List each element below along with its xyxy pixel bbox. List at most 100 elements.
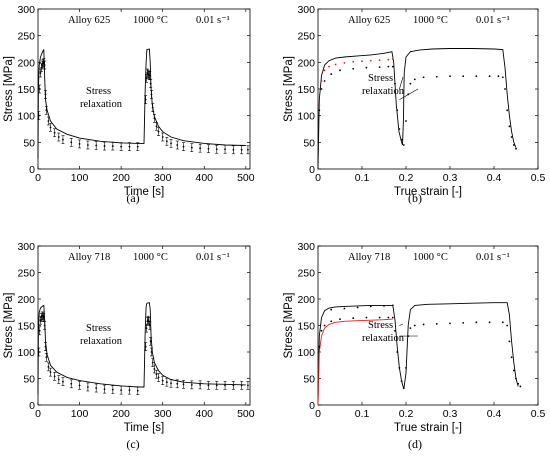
data-point: [182, 145, 185, 148]
panel-d: 0 50 100 150 200 250 300 0 0.1 0.2 0.3 0.4 0.5 True s…: [283, 241, 545, 451]
data-point: [396, 109, 399, 112]
data-point: [323, 324, 326, 327]
data-point: [42, 61, 45, 64]
data-point: [190, 383, 193, 386]
series-line: [37, 48, 246, 159]
data-point: [95, 387, 98, 389]
data-point: [165, 140, 168, 143]
data-point: [318, 109, 321, 112]
x-tick-label: 200: [112, 408, 130, 420]
data-point: [78, 143, 81, 145]
y-tick-label: 100: [297, 111, 315, 123]
data-point: [391, 58, 394, 61]
data-point: [352, 60, 355, 63]
data-point: [43, 64, 46, 66]
panel-label: (a): [126, 191, 139, 205]
data-point: [128, 389, 131, 392]
data-point: [103, 145, 106, 147]
annotation-note: relaxation: [362, 333, 405, 344]
annotation-strain-rate: 0.01 s⁻¹: [476, 252, 510, 263]
data-point: [508, 125, 511, 128]
data-point: [232, 384, 235, 387]
data-point: [422, 76, 425, 79]
data-point: [413, 324, 416, 327]
data-point: [170, 382, 172, 385]
data-point: [391, 65, 394, 68]
y-tick-label: 250: [297, 268, 315, 280]
data-point: [247, 148, 249, 151]
data-point: [120, 145, 123, 148]
data-point: [165, 381, 168, 384]
y-tick-label: 150: [17, 321, 35, 333]
annotation-note: Stress: [86, 323, 111, 334]
data-point: [136, 389, 139, 392]
data-point: [153, 368, 156, 370]
y-tick-label: 50: [23, 374, 35, 386]
data-point: [501, 76, 504, 79]
data-point: [224, 148, 226, 151]
data-point: [510, 136, 513, 138]
annotation-note: Stress: [86, 86, 111, 97]
data-point: [45, 109, 48, 112]
data-point: [240, 384, 243, 387]
series-line: [37, 302, 246, 395]
data-point: [497, 75, 500, 78]
data-point: [70, 382, 73, 385]
data-point: [407, 335, 410, 337]
x-tick-label: 0.4: [487, 172, 502, 184]
data-point: [407, 93, 410, 96]
data-point: [224, 384, 226, 387]
data-point: [150, 351, 153, 353]
data-point: [70, 141, 73, 144]
plot-frame: [317, 245, 539, 406]
data-point: [352, 317, 355, 319]
data-point: [199, 147, 202, 150]
y-tick-label: 50: [23, 137, 35, 149]
panel-label: (d): [408, 437, 422, 451]
data-point: [148, 324, 151, 327]
annotation-note: Stress: [368, 320, 393, 331]
x-tick-label: 0.3: [443, 408, 458, 420]
data-point: [515, 147, 517, 150]
data-point: [215, 148, 218, 151]
x-tick-label: 300: [154, 408, 172, 420]
data-point: [339, 318, 341, 321]
x-axis-label: Time [s]: [124, 422, 164, 434]
x-tick-label: 0: [35, 408, 41, 420]
data-point: [49, 371, 52, 374]
annotation-strain-rate: 0.01 s⁻¹: [196, 252, 230, 263]
data-point: [136, 145, 139, 148]
data-point: [323, 69, 326, 72]
annotation-note: relaxation: [362, 86, 405, 97]
y-tick-label: 250: [17, 31, 35, 43]
x-tick-label: 0.2: [399, 408, 414, 420]
x-tick-label: 0.5: [531, 172, 546, 184]
data-point: [176, 144, 179, 146]
x-tick-label: 500: [237, 408, 255, 420]
data-point: [103, 388, 106, 390]
annotation-arrow: [399, 76, 404, 90]
data-point: [190, 146, 193, 149]
x-axis-label: Time [s]: [124, 186, 164, 198]
data-point: [394, 329, 396, 332]
y-tick-label: 300: [297, 241, 315, 253]
data-point: [78, 384, 81, 387]
y-axis-label: Stress [MPa]: [3, 293, 15, 359]
data-point: [462, 75, 465, 78]
x-tick-label: 0: [315, 408, 321, 420]
data-point: [43, 324, 46, 327]
data-point: [422, 323, 425, 326]
data-point: [449, 75, 451, 78]
annotation-temperature: 1000 °C: [413, 15, 448, 26]
data-point: [515, 377, 517, 380]
data-point: [145, 327, 148, 330]
data-point: [128, 145, 131, 148]
x-tick-label: 400: [196, 172, 214, 184]
data-point: [320, 80, 323, 82]
data-point: [320, 88, 323, 90]
data-point: [37, 351, 40, 353]
data-point: [504, 88, 506, 90]
data-point: [44, 345, 47, 348]
data-point: [369, 305, 372, 308]
annotation-temperature: 1000 °C: [413, 252, 448, 263]
